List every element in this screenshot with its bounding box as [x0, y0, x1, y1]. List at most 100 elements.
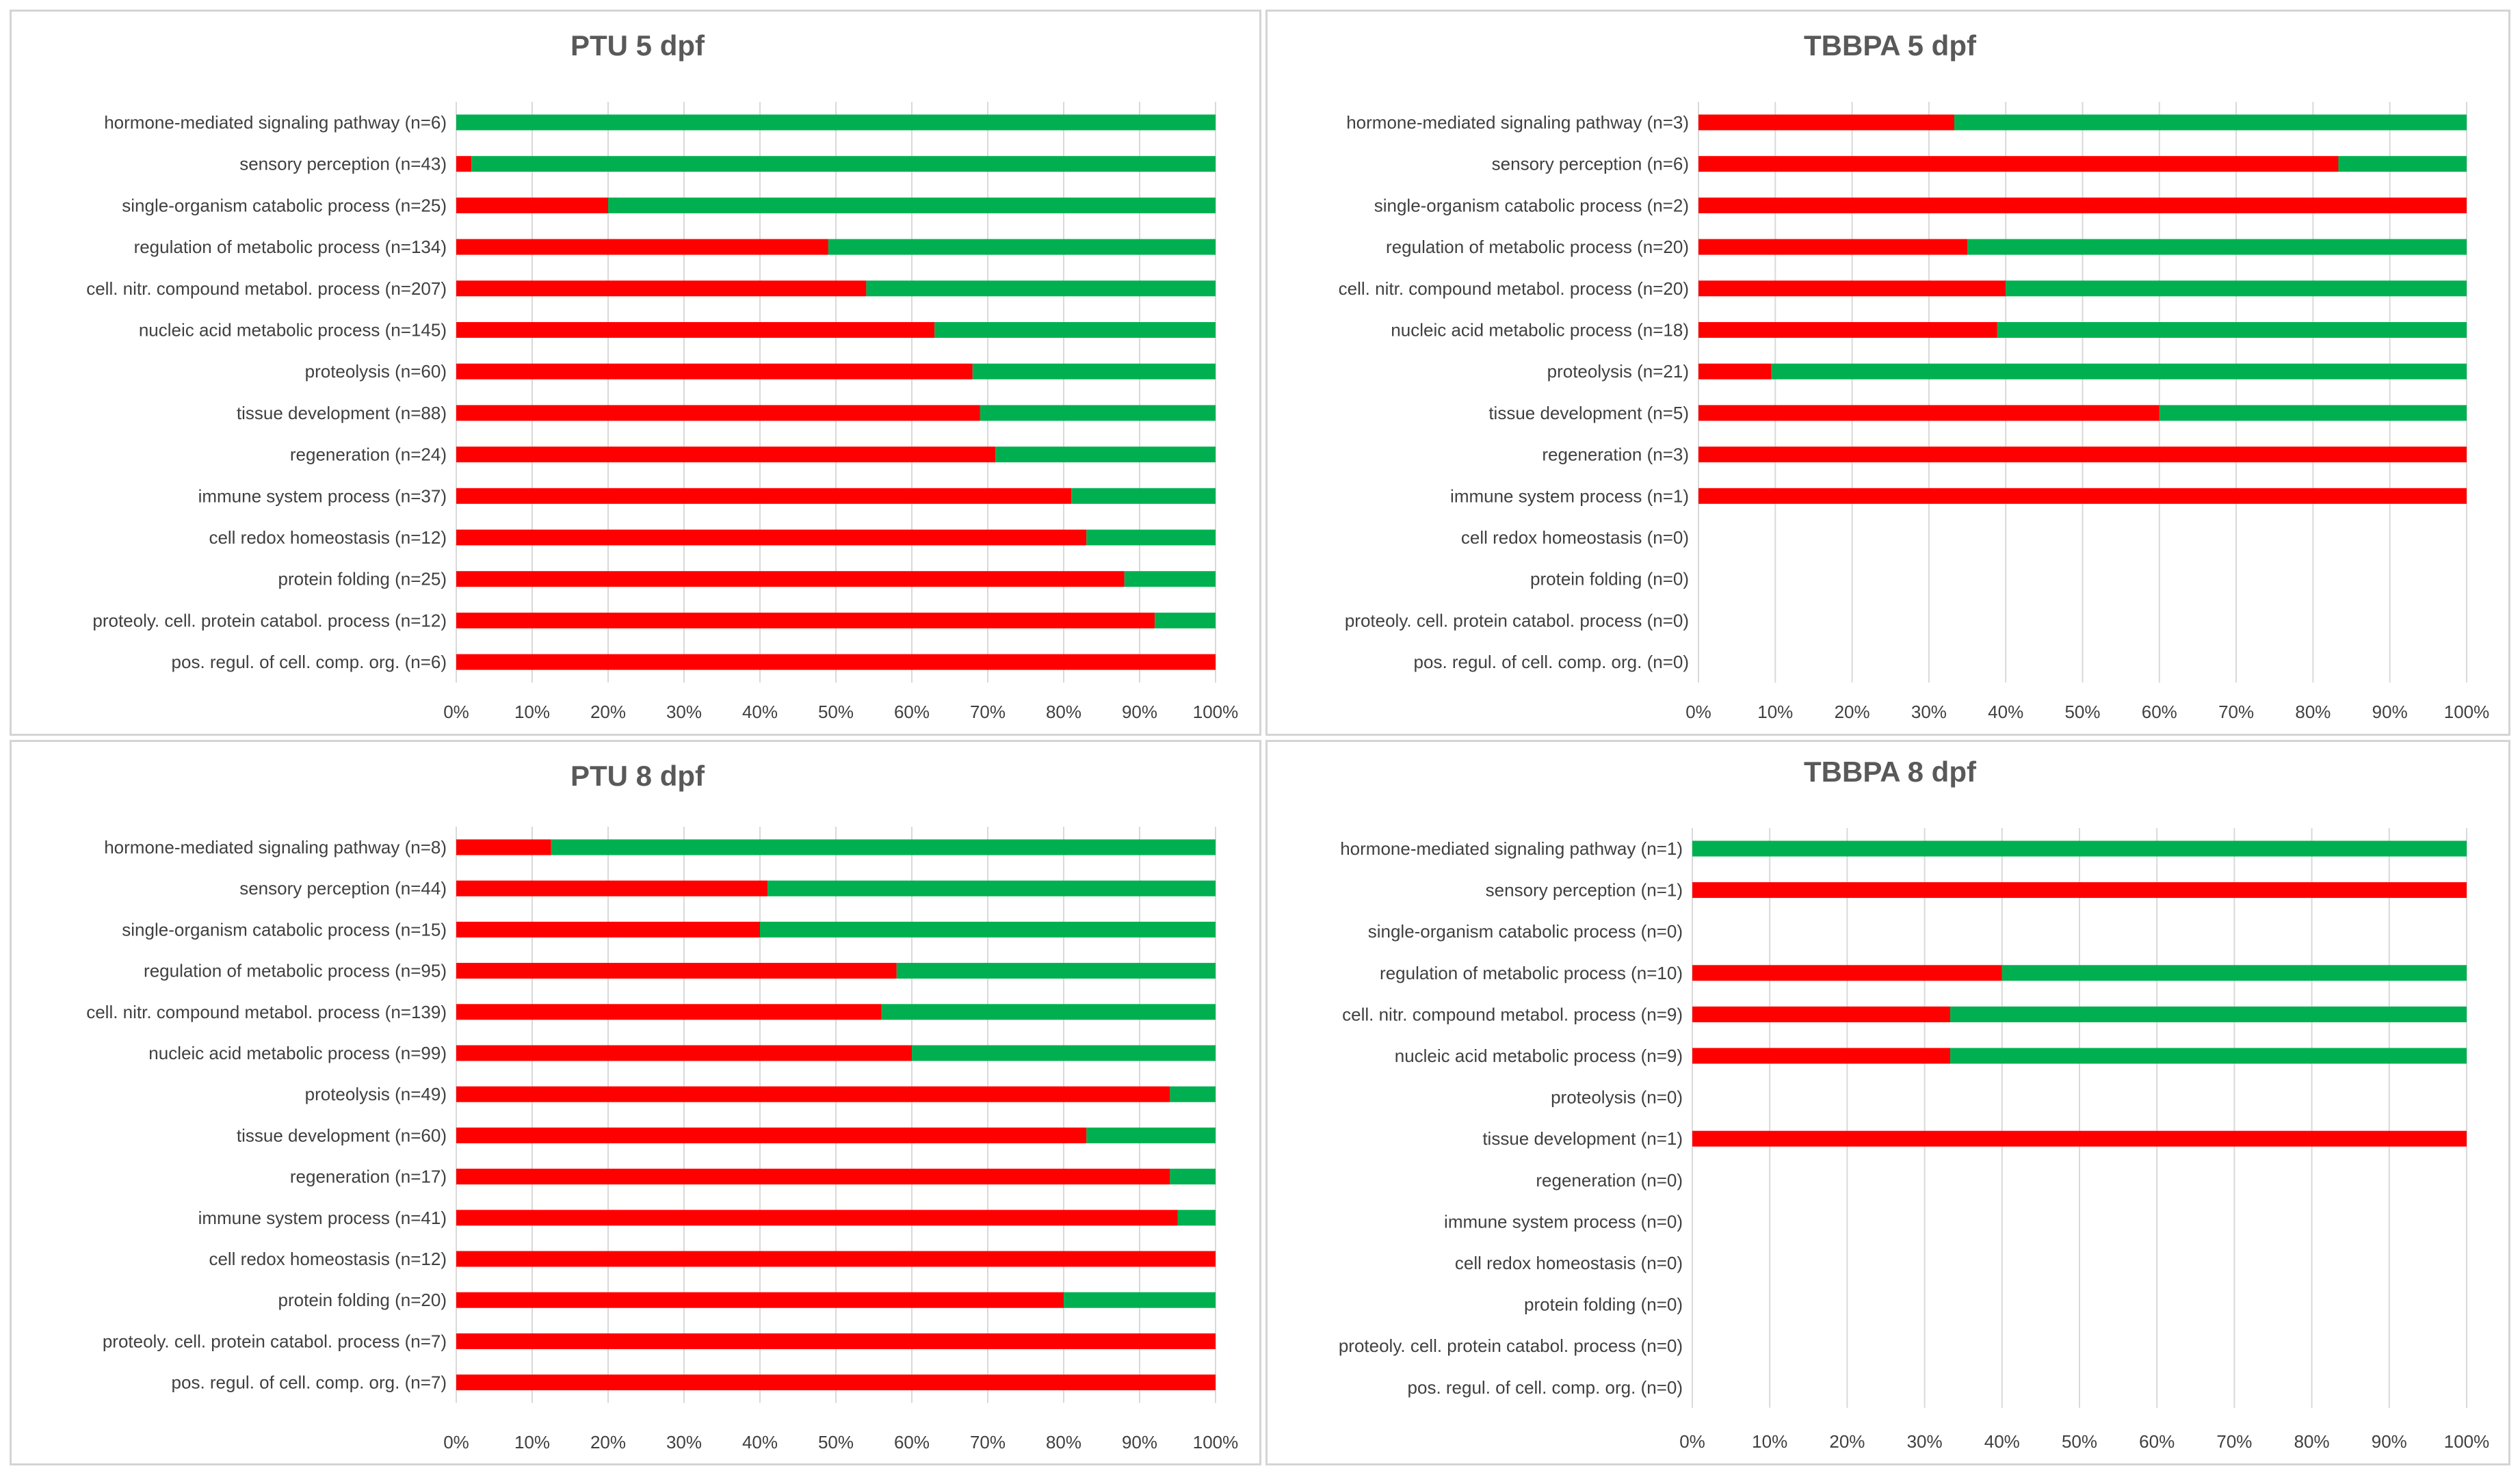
bar-segment-green — [471, 156, 1216, 172]
bar-segment-red — [456, 280, 867, 297]
category-label: regulation of metabolic process (n=10) — [1380, 963, 1683, 983]
bar-segment-red — [1698, 239, 1968, 255]
x-tick-label: 40% — [1988, 702, 2023, 722]
bar-segment-green — [828, 239, 1216, 255]
category-label: single-organism catabolic process (n=2) — [1374, 195, 1689, 215]
x-tick-label: 80% — [1046, 702, 1081, 722]
x-tick-label: 10% — [1752, 1431, 1787, 1452]
bar-segment-green — [1170, 1169, 1216, 1185]
bar-segment-green — [1064, 1292, 1216, 1308]
x-tick-label: 50% — [818, 1432, 854, 1452]
category-label: cell. nitr. compound metabol. process (n… — [86, 278, 447, 299]
x-tick-label: 40% — [1984, 1431, 2020, 1452]
bar-segment-green — [1086, 529, 1216, 546]
x-tick-label: 70% — [970, 702, 1006, 722]
chart-title: PTU 5 dpf — [570, 29, 705, 62]
x-tick-label: 0% — [443, 1432, 469, 1452]
category-label: cell redox homeostasis (n=0) — [1461, 527, 1689, 548]
bar-segment-green — [1155, 612, 1216, 628]
x-tick-label: 20% — [1835, 702, 1870, 722]
bar-segment-green — [1124, 571, 1216, 587]
category-label: regeneration (n=17) — [290, 1167, 447, 1187]
bar-segment-red — [456, 488, 1072, 504]
bar-segment-red — [456, 1210, 1178, 1226]
category-label: single-organism catabolic process (n=15) — [122, 919, 447, 940]
x-tick-label: 80% — [2294, 1431, 2330, 1452]
bar-segment-red — [1692, 1048, 1950, 1064]
x-tick-label: 10% — [514, 1432, 550, 1452]
x-tick-label: 30% — [1907, 1431, 1943, 1452]
bar-segment-green — [1771, 363, 2467, 380]
category-label: cell. nitr. compound metabol. process (n… — [1339, 278, 1689, 299]
bar-segment-red — [456, 529, 1087, 546]
category-label: cell redox homeostasis (n=12) — [209, 527, 447, 548]
category-label: hormone-mediated signaling pathway (n=8) — [104, 837, 447, 858]
x-tick-label: 30% — [666, 702, 702, 722]
bar-segment-green — [912, 1045, 1216, 1061]
category-label: hormone-mediated signaling pathway (n=1) — [1340, 838, 1683, 859]
bar-segment-green — [2159, 405, 2467, 421]
bar-segment-red — [1698, 197, 2467, 213]
category-label: nucleic acid metabolic process (n=99) — [148, 1043, 447, 1063]
bar-segment-green — [866, 280, 1216, 297]
x-tick-label: 20% — [590, 702, 626, 722]
bar-segment-red — [456, 839, 551, 855]
bar-segment-red — [456, 405, 980, 421]
category-label: tissue development (n=1) — [1482, 1128, 1683, 1149]
x-tick-label: 100% — [2444, 1431, 2490, 1452]
x-tick-label: 0% — [1685, 702, 1711, 722]
category-label: pos. regul. of cell. comp. org. (n=6) — [172, 652, 447, 672]
bar-segment-red — [456, 447, 996, 463]
x-tick-label: 40% — [742, 1432, 778, 1452]
bar-segment-red — [1692, 1006, 1950, 1022]
bar-segment-green — [1086, 1127, 1216, 1143]
bar-segment-green — [608, 197, 1216, 213]
category-label: proteoly. cell. protein catabol. process… — [1345, 610, 1689, 630]
category-label: regulation of metabolic process (n=134) — [134, 237, 447, 257]
category-label: immune system process (n=0) — [1444, 1211, 1683, 1232]
category-label: protein folding (n=25) — [278, 569, 447, 589]
chart-svg: 0% 10% 20% 30% 40% 50% 60% 70% 80% 90% 100% PTU 5 d… — [86, 29, 1239, 722]
category-label: nucleic acid metabolic process (n=145) — [139, 320, 447, 341]
bar-segment-red — [456, 1251, 1216, 1267]
bar-segment-green — [881, 1004, 1216, 1020]
x-tick-label: 90% — [1122, 1432, 1157, 1452]
bar-segment-green — [995, 447, 1216, 463]
category-label: regeneration (n=0) — [1536, 1170, 1683, 1191]
category-label: tissue development (n=5) — [1488, 403, 1689, 423]
bar-segment-green — [1950, 1006, 2467, 1022]
x-tick-label: 100% — [2444, 702, 2490, 722]
bar-segment-red — [456, 1292, 1064, 1308]
category-label: proteolysis (n=0) — [1551, 1087, 1683, 1108]
bar-segment-green — [551, 839, 1216, 855]
bar-segment-red — [456, 1374, 1216, 1391]
category-label: immune system process (n=37) — [198, 486, 447, 506]
category-label: proteolysis (n=60) — [305, 361, 447, 382]
x-tick-label: 60% — [894, 702, 930, 722]
x-tick-label: 90% — [2372, 1431, 2407, 1452]
category-label: regulation of metabolic process (n=20) — [1386, 237, 1689, 257]
x-tick-label: 90% — [1122, 702, 1157, 722]
x-tick-label: 100% — [1193, 702, 1239, 722]
bar-segment-green — [2001, 965, 2467, 981]
category-label: regeneration (n=24) — [290, 444, 447, 465]
category-label: sensory perception (n=1) — [1486, 880, 1683, 901]
category-label: pos. regul. of cell. comp. org. (n=0) — [1408, 1377, 1683, 1398]
category-label: sensory perception (n=6) — [1492, 154, 1689, 174]
bar-segment-green — [1071, 488, 1216, 504]
bar-segment-red — [1698, 405, 2160, 421]
bar-segment-green — [2006, 280, 2467, 297]
x-tick-label: 50% — [2062, 1431, 2097, 1452]
bar-segment-red — [456, 963, 897, 979]
category-label: cell redox homeostasis (n=12) — [209, 1249, 447, 1269]
bar-segment-red — [456, 1004, 882, 1020]
bar-segment-red — [456, 921, 760, 938]
bar-segment-green — [934, 322, 1216, 338]
bar-segment-green — [1177, 1210, 1216, 1226]
bar-segment-red — [456, 880, 768, 896]
chart-title: TBBPA 5 dpf — [1804, 29, 1977, 62]
category-label: proteoly. cell. protein catabol. process… — [92, 610, 447, 630]
chart-svg: 0% 10% 20% 30% 40% 50% 60% 70% 80% 90% 100% TBBPA 8… — [1339, 756, 2490, 1452]
x-tick-label: 80% — [1046, 1432, 1081, 1452]
x-tick-label: 90% — [2372, 702, 2408, 722]
